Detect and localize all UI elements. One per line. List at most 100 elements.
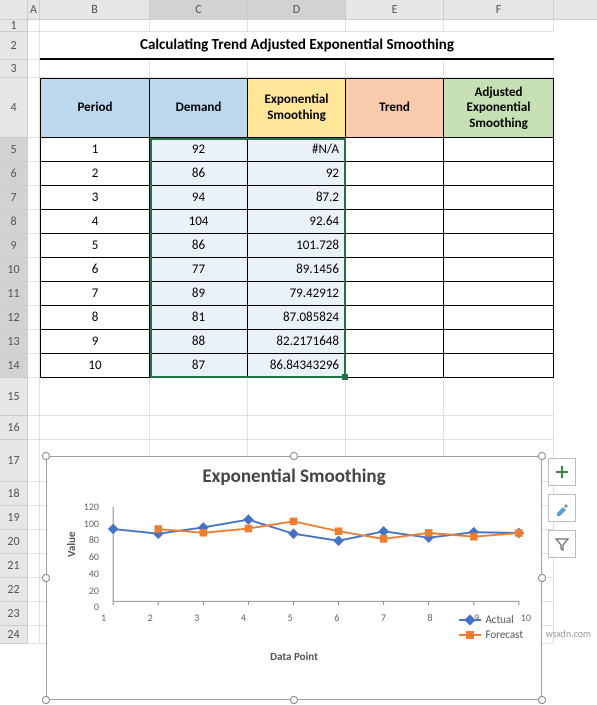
cell[interactable] <box>28 354 40 378</box>
cell-trend[interactable] <box>346 354 444 378</box>
cell-period[interactable]: 3 <box>40 186 150 210</box>
cell[interactable] <box>248 378 346 416</box>
chart-filters-button[interactable] <box>548 530 576 558</box>
cell[interactable] <box>40 20 150 32</box>
row-header-6[interactable]: 6 <box>0 162 28 186</box>
cell[interactable] <box>248 60 346 78</box>
row-header-17[interactable]: 17 <box>0 440 28 482</box>
cell-trend[interactable] <box>346 282 444 306</box>
cell-demand[interactable]: 88 <box>150 330 248 354</box>
cell-period[interactable]: 4 <box>40 210 150 234</box>
th-expo[interactable]: Exponential Smoothing <box>248 78 346 138</box>
cell[interactable] <box>28 306 40 330</box>
chart-resize-handle[interactable] <box>290 452 298 460</box>
row-header-20[interactable]: 20 <box>0 530 28 554</box>
row-header-12[interactable]: 12 <box>0 306 28 330</box>
row-header-23[interactable]: 23 <box>0 602 28 626</box>
chart-title[interactable]: Exponential Smoothing <box>47 457 541 488</box>
th-adj[interactable]: Adjusted Exponential Smoothing <box>444 78 554 138</box>
cell-trend[interactable] <box>346 306 444 330</box>
cell[interactable] <box>28 60 40 78</box>
cell[interactable] <box>444 378 554 416</box>
chart-styles-button[interactable] <box>548 494 576 522</box>
row-header-14[interactable]: 14 <box>0 354 28 378</box>
col-header-F[interactable]: F <box>444 0 554 19</box>
cell[interactable] <box>28 282 40 306</box>
chart-legend[interactable]: Actual Forecast <box>459 613 523 643</box>
chart-plot-area[interactable] <box>101 507 531 607</box>
cell[interactable] <box>346 378 444 416</box>
row-header-11[interactable]: 11 <box>0 282 28 306</box>
cell-demand[interactable]: 104 <box>150 210 248 234</box>
cell-trend[interactable] <box>346 138 444 162</box>
row-header-21[interactable]: 21 <box>0 554 28 578</box>
cell-expo[interactable]: 86.84343296 <box>248 354 346 378</box>
cell[interactable] <box>444 416 554 440</box>
cell-trend[interactable] <box>346 234 444 258</box>
cell-trend[interactable] <box>346 258 444 282</box>
row-header-9[interactable]: 9 <box>0 234 28 258</box>
cell[interactable] <box>346 20 444 32</box>
chart-y-axis-label[interactable]: Value <box>65 532 78 557</box>
cell[interactable] <box>28 506 40 530</box>
cell[interactable] <box>248 416 346 440</box>
chart-resize-handle[interactable] <box>538 696 546 704</box>
cell-trend[interactable] <box>346 186 444 210</box>
row-header-5[interactable]: 5 <box>0 138 28 162</box>
col-header-A[interactable]: A <box>28 0 40 19</box>
row-header-18[interactable]: 18 <box>0 482 28 506</box>
cell-adj[interactable] <box>444 210 554 234</box>
cell-adj[interactable] <box>444 354 554 378</box>
chart-resize-handle[interactable] <box>42 696 50 704</box>
cell[interactable] <box>28 234 40 258</box>
cell[interactable] <box>28 602 40 626</box>
cell[interactable] <box>150 20 248 32</box>
cell[interactable] <box>28 378 40 416</box>
col-header-E[interactable]: E <box>346 0 444 19</box>
row-header-4[interactable]: 4 <box>0 78 28 138</box>
cell-expo[interactable]: 92.64 <box>248 210 346 234</box>
row-header-15[interactable]: 15 <box>0 378 28 416</box>
row-header-19[interactable]: 19 <box>0 506 28 530</box>
legend-item-forecast[interactable]: Forecast <box>459 628 523 641</box>
row-header-1[interactable]: 1 <box>0 20 28 32</box>
cell[interactable] <box>28 626 40 644</box>
chart-resize-handle[interactable] <box>290 696 298 704</box>
cell-adj[interactable] <box>444 306 554 330</box>
cell[interactable] <box>28 258 40 282</box>
cell-demand[interactable]: 94 <box>150 186 248 210</box>
cell-adj[interactable] <box>444 258 554 282</box>
cell[interactable] <box>248 20 346 32</box>
row-header-16[interactable]: 16 <box>0 416 28 440</box>
cell[interactable] <box>28 186 40 210</box>
cell[interactable] <box>40 60 150 78</box>
col-header-D[interactable]: D <box>248 0 346 19</box>
cell-period[interactable]: 1 <box>40 138 150 162</box>
th-period[interactable]: Period <box>40 78 150 138</box>
cell-period[interactable]: 6 <box>40 258 150 282</box>
cell-expo[interactable]: 87.2 <box>248 186 346 210</box>
cell-trend[interactable] <box>346 330 444 354</box>
row-header-22[interactable]: 22 <box>0 578 28 602</box>
cell-period[interactable]: 10 <box>40 354 150 378</box>
cell[interactable] <box>28 32 40 60</box>
row-header-2[interactable]: 2 <box>0 32 28 60</box>
chart-x-axis-label[interactable]: Data Point <box>47 650 541 663</box>
cell-demand[interactable]: 81 <box>150 306 248 330</box>
cell[interactable] <box>28 554 40 578</box>
cell[interactable] <box>150 60 248 78</box>
cell[interactable] <box>346 60 444 78</box>
cell-adj[interactable] <box>444 138 554 162</box>
chart-elements-button[interactable] <box>548 458 576 486</box>
th-trend[interactable]: Trend <box>346 78 444 138</box>
chart-object[interactable]: Exponential Smoothing Value 120100806040… <box>46 456 542 700</box>
cell[interactable] <box>28 20 40 32</box>
cell-demand[interactable]: 87 <box>150 354 248 378</box>
row-header-10[interactable]: 10 <box>0 258 28 282</box>
cell[interactable] <box>28 578 40 602</box>
row-header-13[interactable]: 13 <box>0 330 28 354</box>
cell-expo[interactable]: 89.1456 <box>248 258 346 282</box>
cell-expo[interactable]: 79.42912 <box>248 282 346 306</box>
cell[interactable] <box>28 78 40 138</box>
cell-adj[interactable] <box>444 330 554 354</box>
